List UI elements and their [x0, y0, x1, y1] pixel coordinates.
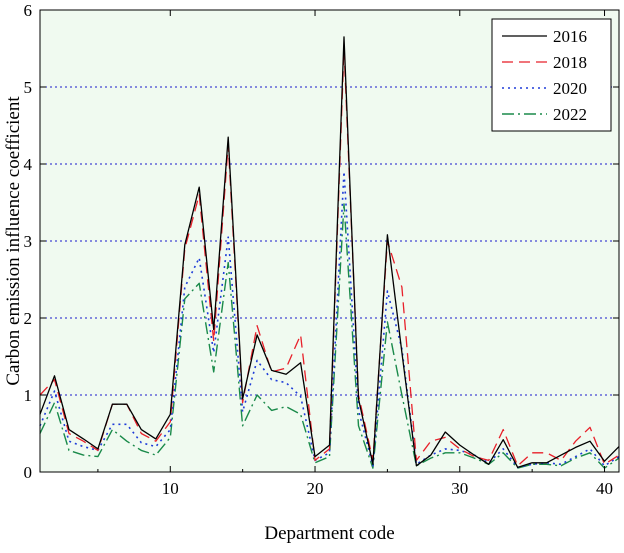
legend-label-2018: 2018 — [553, 53, 587, 72]
series-layer — [39, 36, 620, 469]
y-tick-label: 5 — [24, 78, 33, 97]
y-tick-label: 1 — [24, 386, 33, 405]
legend-label-2022: 2022 — [553, 105, 587, 124]
series-line-2018 — [39, 47, 620, 467]
legend-label-2020: 2020 — [553, 79, 587, 98]
legend-label-2016: 2016 — [553, 27, 587, 46]
legend-box — [491, 18, 612, 132]
x-tick-label: 30 — [451, 479, 468, 498]
x-tick-label: 40 — [596, 479, 613, 498]
series-line-2016 — [39, 36, 620, 469]
axis-ticks: 0 1 2 3 4 5 6 10 20 30 40 — [24, 1, 619, 498]
y-tick-label: 0 — [24, 463, 33, 482]
y-tick-label: 3 — [24, 232, 33, 251]
x-tick-label: 10 — [162, 479, 179, 498]
x-axis-label: Department code — [264, 523, 394, 544]
series-line-2022 — [39, 203, 620, 469]
series-line-2020 — [39, 170, 620, 469]
y-tick-label: 4 — [24, 155, 33, 174]
y-tick-label: 6 — [24, 1, 33, 20]
y-tick-label: 2 — [24, 309, 33, 328]
y-axis-label: Carbon emission influence coefficient — [3, 96, 24, 386]
x-tick-label: 20 — [307, 479, 324, 498]
legend: 2016 2018 2020 2022 — [491, 18, 612, 132]
grid-lines — [40, 86, 619, 396]
